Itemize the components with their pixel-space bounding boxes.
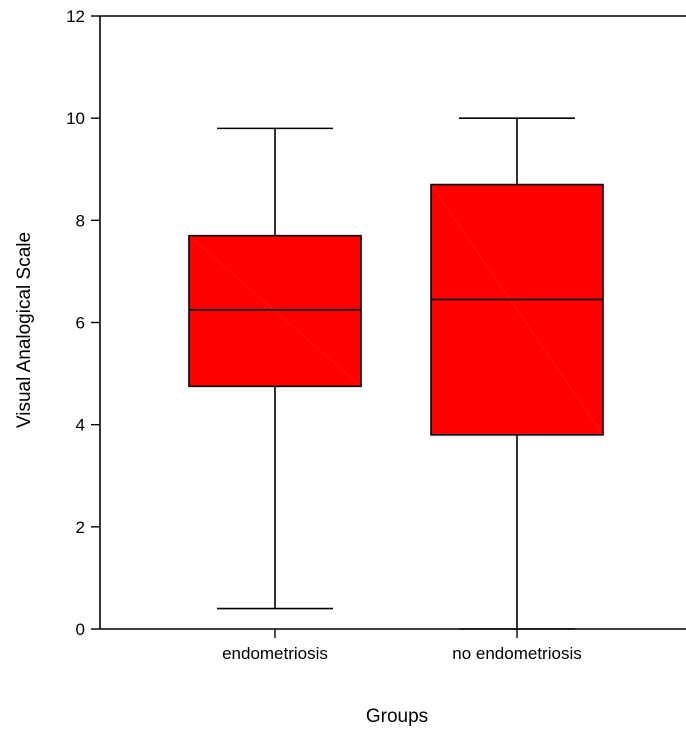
y-tick-label-4: 4: [76, 416, 85, 435]
x-tick-label-no-endometriosis: no endometriosis: [452, 644, 581, 663]
box-render-seam-endometriosis: [188, 235, 362, 387]
y-tick-label-6: 6: [76, 314, 85, 333]
y-tick-label-10: 10: [66, 109, 85, 128]
y-axis-title: Visual Analogical Scale: [14, 232, 35, 428]
x-tick-label-endometriosis: endometriosis: [222, 644, 328, 663]
y-tick-label-12: 12: [66, 7, 85, 26]
y-tick-label-2: 2: [76, 518, 85, 537]
box-render-seam-no-endometriosis: [430, 184, 604, 436]
x-axis-ticks: endometriosis no endometriosis: [222, 629, 582, 663]
y-tick-label-8: 8: [76, 211, 85, 230]
box-no-endometriosis: [430, 117, 604, 630]
x-axis-title: Groups: [366, 706, 428, 727]
boxes-layer: [188, 117, 604, 630]
y-axis-ticks: 0 2 4 6 8 10 12: [66, 7, 100, 639]
y-tick-label-0: 0: [76, 620, 85, 639]
box-endometriosis: [188, 127, 362, 610]
